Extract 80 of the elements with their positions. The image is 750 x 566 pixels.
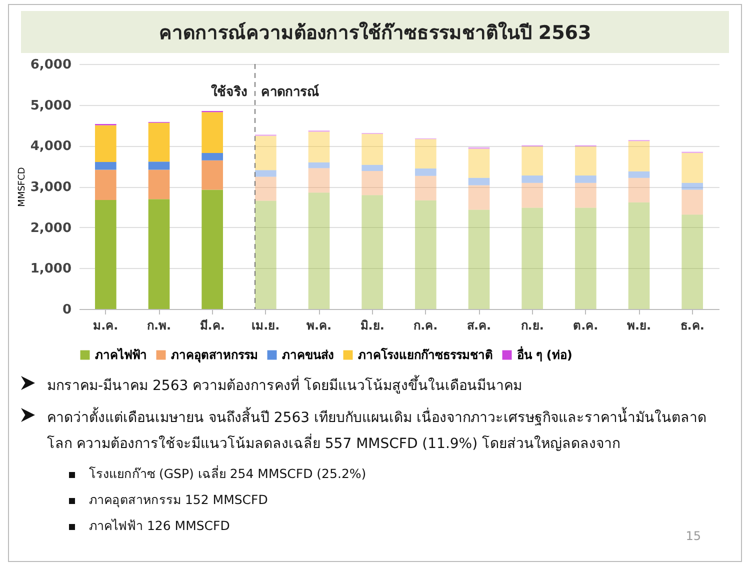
y-tick-label: 3,000 — [30, 180, 72, 195]
bar — [468, 148, 490, 178]
x-tick-label: พ.ย. — [626, 318, 652, 332]
bar — [148, 122, 170, 162]
bar — [202, 153, 223, 160]
bar — [468, 178, 490, 186]
bar — [95, 200, 116, 309]
text: ภาคไฟฟ้า 126 MMSCFD — [89, 518, 230, 533]
bar — [95, 162, 116, 170]
y-tick-label: 2,000 — [30, 220, 72, 236]
bar — [255, 136, 276, 170]
x-tick-label: ต.ค. — [573, 318, 598, 332]
bar — [682, 182, 703, 190]
bar — [522, 146, 543, 176]
y-tick-label: 0 — [62, 302, 72, 318]
bar — [682, 190, 703, 215]
bar — [575, 175, 596, 183]
x-tick-label: ก.ย. — [520, 318, 544, 332]
bar — [202, 190, 223, 309]
legend-label: ภาคไฟฟ้า — [95, 347, 147, 362]
bar — [415, 200, 436, 309]
bar — [522, 208, 543, 309]
bar — [202, 112, 223, 154]
x-tick-label: เม.ย. — [252, 318, 280, 332]
y-axis-title: MMSFCD — [17, 167, 28, 207]
bar — [308, 168, 330, 193]
bar — [308, 192, 330, 309]
bar — [362, 134, 383, 165]
bar — [255, 200, 276, 309]
bar — [575, 146, 596, 176]
bar — [95, 170, 116, 200]
legend-label: ภาคโรงแยกก๊าซธรรมชาติ — [358, 347, 493, 362]
bar — [148, 170, 170, 200]
bar — [148, 162, 170, 170]
bar — [202, 160, 223, 190]
bar — [628, 171, 650, 178]
text: โรงแยกก๊าซ (GSP) เฉลี่ย 254 MMSCFD (25.2%) — [89, 466, 366, 481]
x-tick-label: พ.ค. — [306, 318, 332, 332]
bar — [308, 162, 330, 168]
bar — [575, 182, 596, 208]
bar — [575, 208, 596, 309]
bar — [628, 141, 650, 172]
annotation: ใช้จริง — [211, 83, 247, 100]
bar — [362, 170, 383, 196]
bar — [628, 178, 650, 202]
bar — [415, 168, 436, 176]
y-tick-label: 5,000 — [30, 98, 72, 114]
bar — [522, 175, 543, 183]
text: 15 — [686, 529, 701, 543]
legend-label: ภาคอุตสาหกรรม — [171, 348, 258, 363]
bar — [308, 132, 330, 162]
x-tick-label: ธ.ค. — [680, 318, 704, 332]
bar — [522, 182, 543, 208]
bar — [468, 185, 490, 210]
bar — [628, 202, 650, 309]
text: ภาคอุตสาหกรรม 152 MMSCFD — [89, 492, 268, 507]
bar — [362, 195, 383, 309]
bar — [95, 125, 116, 162]
legend-label: อื่น ๆ (ท่อ) — [517, 346, 572, 362]
bar — [682, 214, 703, 309]
chart-title: คาดการณ์ความต้องการใช้ก๊าซธรรมชาติในปี 2563 — [21, 11, 729, 53]
x-tick-label: ส.ค. — [466, 318, 492, 332]
x-tick-label: มี.ค. — [200, 318, 225, 332]
bar — [362, 164, 383, 171]
bar — [148, 199, 170, 309]
legend-label: ภาคขนส่ง — [282, 348, 334, 362]
bar — [255, 170, 276, 177]
bar — [682, 153, 703, 183]
x-tick-label: ม.ค. — [93, 318, 118, 332]
annotation: คาดการณ์ — [261, 84, 319, 100]
y-tick-label: 1,000 — [30, 262, 72, 277]
y-tick-label: 4,000 — [30, 139, 72, 154]
x-tick-label: ก.ค. — [414, 318, 438, 332]
bar — [415, 176, 436, 200]
x-tick-label: ก.พ. — [146, 318, 172, 332]
bar — [415, 139, 436, 169]
x-tick-label: มิ.ย. — [360, 318, 384, 332]
y-tick-label: 6,000 — [30, 58, 72, 72]
bar — [468, 210, 490, 309]
bar — [255, 176, 276, 201]
